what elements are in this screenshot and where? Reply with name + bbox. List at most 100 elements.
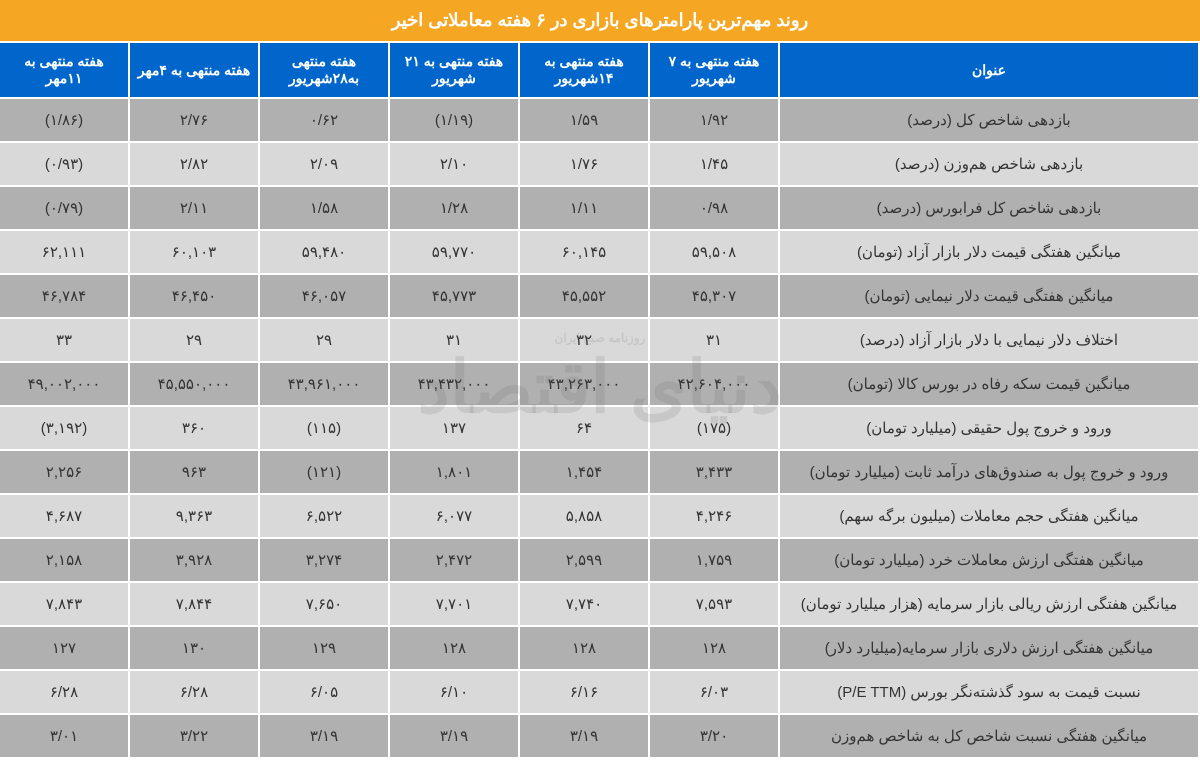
col-header-week5: هفته منتهی به ۴مهر xyxy=(129,42,259,98)
table-row: میانگین هفتگی ارزش ریالی بازار سرمایه (ه… xyxy=(0,582,1199,626)
data-cell: (۰/۹۳) xyxy=(0,142,129,186)
row-title: اختلاف دلار نیمایی با دلار بازار آزاد (د… xyxy=(779,318,1199,362)
data-cell: ۳۱ xyxy=(389,318,519,362)
data-cell: ۶,۵۲۲ xyxy=(259,494,389,538)
data-cell: (۱/۱۹) xyxy=(389,98,519,142)
data-cell: ۴۵,۷۷۳ xyxy=(389,274,519,318)
row-title: میانگین هفتگی نسبت شاخص کل به شاخص هم‌وز… xyxy=(779,714,1199,758)
data-cell: ۴۳,۴۳۲,۰۰۰ xyxy=(389,362,519,406)
row-title: میانگین هفتگی ارزش ریالی بازار سرمایه (ه… xyxy=(779,582,1199,626)
col-header-week6: هفته منتهی به ۱۱مهر xyxy=(0,42,129,98)
data-cell: ۱/۷۶ xyxy=(519,142,649,186)
table-row: بازدهی شاخص کل (درصد)۱/۹۲۱/۵۹(۱/۱۹)۰/۶۲۲… xyxy=(0,98,1199,142)
data-cell: ۷,۷۴۰ xyxy=(519,582,649,626)
header-row: عنوان هفته منتهی به ۷ شهریور هفته منتهی … xyxy=(0,42,1199,98)
data-cell: ۳۶۰ xyxy=(129,406,259,450)
data-cell: ۱۳۷ xyxy=(389,406,519,450)
data-cell: ۲/۸۲ xyxy=(129,142,259,186)
data-cell: ۰/۶۲ xyxy=(259,98,389,142)
data-cell: ۱/۵۹ xyxy=(519,98,649,142)
table-row: ورود و خروج پول حقیقی (میلیارد تومان)(۱۷… xyxy=(0,406,1199,450)
table-title: روند مهم‌ترین پارامترهای بازاری در ۶ هفت… xyxy=(0,0,1200,41)
row-title: بازدهی شاخص کل (درصد) xyxy=(779,98,1199,142)
row-title: ورود و خروج پول حقیقی (میلیارد تومان) xyxy=(779,406,1199,450)
data-cell: ۰/۹۸ xyxy=(649,186,779,230)
row-title: میانگین هفتگی ارزش دلاری بازار سرمایه(می… xyxy=(779,626,1199,670)
data-cell: ۳۲ xyxy=(519,318,649,362)
table-row: میانگین هفتگی قیمت دلار بازار آزاد (توما… xyxy=(0,230,1199,274)
data-cell: ۷,۸۴۳ xyxy=(0,582,129,626)
row-title: میانگین هفتگی قیمت دلار نیمایی (تومان) xyxy=(779,274,1199,318)
data-cell: ۷,۶۵۰ xyxy=(259,582,389,626)
table-row: میانگین هفتگی قیمت دلار نیمایی (تومان)۴۵… xyxy=(0,274,1199,318)
row-title: نسبت قیمت به سود گذشته‌نگر بورس (P/E TTM… xyxy=(779,670,1199,714)
data-cell: ۲,۵۹۹ xyxy=(519,538,649,582)
data-cell: ۷,۸۴۴ xyxy=(129,582,259,626)
data-cell: ۴۵,۵۵۲ xyxy=(519,274,649,318)
data-cell: ۴۶,۰۵۷ xyxy=(259,274,389,318)
data-cell: ۶/۰۵ xyxy=(259,670,389,714)
data-cell: ۹,۳۶۳ xyxy=(129,494,259,538)
data-cell: ۶/۱۶ xyxy=(519,670,649,714)
data-cell: ۱/۲۸ xyxy=(389,186,519,230)
data-cell: ۲/۱۱ xyxy=(129,186,259,230)
data-cell: ۳/۲۰ xyxy=(649,714,779,758)
col-header-week2: هفته منتهی به ۱۴شهریور xyxy=(519,42,649,98)
data-cell: ۶۰,۱۴۵ xyxy=(519,230,649,274)
data-cell: ۴۳,۲۶۳,۰۰۰ xyxy=(519,362,649,406)
table-row: اختلاف دلار نیمایی با دلار بازار آزاد (د… xyxy=(0,318,1199,362)
data-cell: ۳/۲۲ xyxy=(129,714,259,758)
data-cell: ۲/۷۶ xyxy=(129,98,259,142)
data-cell: ۳/۱۹ xyxy=(519,714,649,758)
data-cell: ۴۳,۹۶۱,۰۰۰ xyxy=(259,362,389,406)
data-cell: ۳/۱۹ xyxy=(389,714,519,758)
data-cell: ۵,۸۵۸ xyxy=(519,494,649,538)
data-cell: (۱۷۵) xyxy=(649,406,779,450)
data-cell: ۱۳۰ xyxy=(129,626,259,670)
row-title: میانگین قیمت سکه رفاه در بورس کالا (توما… xyxy=(779,362,1199,406)
data-cell: ۴,۶۸۷ xyxy=(0,494,129,538)
data-cell: ۳۱ xyxy=(649,318,779,362)
data-cell: ۶۰,۱۰۳ xyxy=(129,230,259,274)
data-cell: ۷,۵۹۳ xyxy=(649,582,779,626)
data-cell: ۶۴ xyxy=(519,406,649,450)
data-cell: ۴۵,۳۰۷ xyxy=(649,274,779,318)
data-cell: (۱/۸۶) xyxy=(0,98,129,142)
data-cell: (۱۲۱) xyxy=(259,450,389,494)
data-cell: ۲۹ xyxy=(259,318,389,362)
row-title: میانگین هفتگی حجم معاملات (میلیون برگه س… xyxy=(779,494,1199,538)
data-cell: ۲,۱۵۸ xyxy=(0,538,129,582)
table-row: بازدهی شاخص کل فرابورس (درصد)۰/۹۸۱/۱۱۱/۲… xyxy=(0,186,1199,230)
data-cell: ۲/۱۰ xyxy=(389,142,519,186)
data-cell: ۱۲۹ xyxy=(259,626,389,670)
data-cell: ۱,۸۰۱ xyxy=(389,450,519,494)
data-cell: (۳,۱۹۲) xyxy=(0,406,129,450)
data-cell: ۶/۰۳ xyxy=(649,670,779,714)
data-cell: (۰/۷۹) xyxy=(0,186,129,230)
data-cell: ۴۶,۴۵۰ xyxy=(129,274,259,318)
col-header-title: عنوان xyxy=(779,42,1199,98)
data-cell: ۹۶۳ xyxy=(129,450,259,494)
data-cell: ۳,۴۳۳ xyxy=(649,450,779,494)
row-title: بازدهی شاخص هم‌وزن (درصد) xyxy=(779,142,1199,186)
data-cell: ۱/۵۸ xyxy=(259,186,389,230)
col-header-week3: هفته منتهی به ۲۱ شهریور xyxy=(389,42,519,98)
data-cell: ۴۲,۶۰۴,۰۰۰ xyxy=(649,362,779,406)
data-cell: ۴۹,۰۰۲,۰۰۰ xyxy=(0,362,129,406)
table-row: ورود و خروج پول به صندوق‌های درآمد ثابت … xyxy=(0,450,1199,494)
data-cell: ۵۹,۵۰۸ xyxy=(649,230,779,274)
row-title: میانگین هفتگی قیمت دلار بازار آزاد (توما… xyxy=(779,230,1199,274)
data-cell: (۱۱۵) xyxy=(259,406,389,450)
data-cell: ۳/۰۱ xyxy=(0,714,129,758)
data-cell: ۷,۷۰۱ xyxy=(389,582,519,626)
data-cell: ۱,۴۵۴ xyxy=(519,450,649,494)
data-cell: ۴,۲۴۶ xyxy=(649,494,779,538)
data-cell: ۱/۹۲ xyxy=(649,98,779,142)
col-header-week1: هفته منتهی به ۷ شهریور xyxy=(649,42,779,98)
row-title: ورود و خروج پول به صندوق‌های درآمد ثابت … xyxy=(779,450,1199,494)
data-cell: ۲/۰۹ xyxy=(259,142,389,186)
data-cell: ۵۹,۴۸۰ xyxy=(259,230,389,274)
table-row: میانگین قیمت سکه رفاه در بورس کالا (توما… xyxy=(0,362,1199,406)
data-cell: ۶,۰۷۷ xyxy=(389,494,519,538)
data-cell: ۱۲۸ xyxy=(519,626,649,670)
